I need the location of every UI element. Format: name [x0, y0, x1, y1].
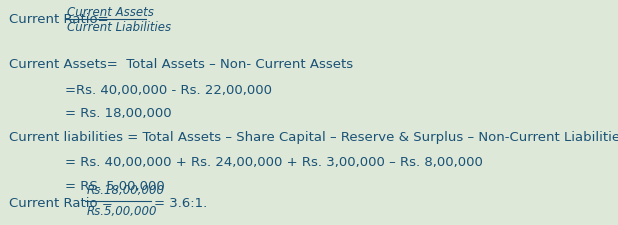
Text: Rs.18,00,000: Rs.18,00,000 — [87, 184, 165, 198]
Text: = 3.6:1.: = 3.6:1. — [154, 197, 208, 210]
Text: Current Assets=  Total Assets – Non- Current Assets: Current Assets= Total Assets – Non- Curr… — [9, 58, 353, 71]
Text: Rs.5,00,000: Rs.5,00,000 — [87, 205, 158, 218]
Text: Current Ratio =: Current Ratio = — [9, 197, 112, 210]
Text: = Rs. 40,00,000 + Rs. 24,00,000 + Rs. 3,00,000 – Rs. 8,00,000: = Rs. 40,00,000 + Rs. 24,00,000 + Rs. 3,… — [65, 156, 483, 169]
Text: Current Liabilities: Current Liabilities — [67, 21, 171, 34]
Text: = RS. 5,00,000: = RS. 5,00,000 — [65, 180, 164, 193]
Text: Current liabilities = Total Assets – Share Capital – Reserve & Surplus – Non-Cur: Current liabilities = Total Assets – Sha… — [9, 131, 618, 144]
Text: =Rs. 40,00,000 - Rs. 22,00,000: =Rs. 40,00,000 - Rs. 22,00,000 — [65, 83, 272, 97]
Text: Current Assets: Current Assets — [67, 6, 154, 19]
Text: = Rs. 18,00,000: = Rs. 18,00,000 — [65, 107, 171, 120]
Text: Current Ratio=: Current Ratio= — [9, 13, 108, 26]
